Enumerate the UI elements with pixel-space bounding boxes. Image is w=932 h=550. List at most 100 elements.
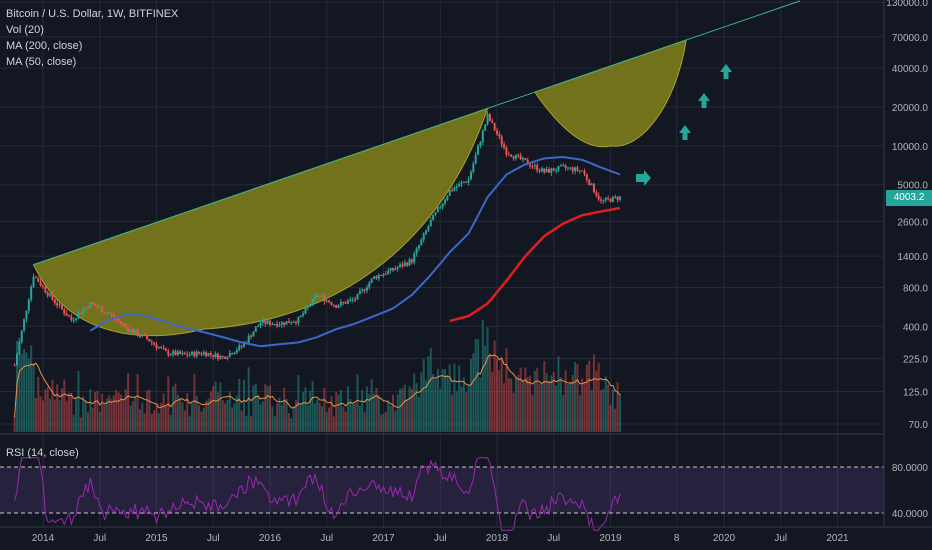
rsi-legend[interactable]: RSI (14, close) <box>6 447 79 459</box>
candle-body <box>304 307 307 314</box>
right-arrow-icon <box>636 170 651 186</box>
volume-bar <box>557 356 560 432</box>
volume-bar <box>422 359 425 432</box>
candle-body <box>555 170 558 172</box>
volume-bar <box>266 386 269 432</box>
volume-bar <box>538 383 541 432</box>
candle-body <box>198 351 201 354</box>
volume-bar <box>58 400 61 432</box>
volume-bar <box>536 368 539 432</box>
candle-body <box>533 165 536 167</box>
time-tick-label: 2021 <box>826 533 849 544</box>
price-axis: 130000.0 70000.0 40000.0 20000.0 10000.0 5000… <box>886 0 928 431</box>
candle-body <box>200 353 203 355</box>
candle-body <box>349 299 352 301</box>
projection-arrows <box>636 64 732 186</box>
candle-body <box>604 198 607 201</box>
candle-body <box>207 353 210 357</box>
volume-bar <box>302 392 305 432</box>
candle-body <box>512 156 515 159</box>
candle-body <box>228 353 231 358</box>
volume-bar <box>443 369 446 432</box>
candle-body <box>583 170 586 175</box>
candle-body <box>522 158 525 160</box>
volume-bar <box>219 382 222 432</box>
candle-body <box>124 324 127 328</box>
cup-pattern-shape <box>32 107 489 337</box>
indicator-ma200[interactable]: MA (200, close) <box>6 40 83 52</box>
volume-bar <box>505 348 508 432</box>
volume-bar <box>77 371 80 432</box>
candle-body <box>460 182 463 184</box>
candle-body <box>212 354 215 357</box>
volume-bar <box>226 399 229 432</box>
candle-body <box>373 276 376 279</box>
volume-bar <box>425 380 428 432</box>
volume-bar <box>290 418 293 432</box>
candle-body <box>195 351 198 357</box>
candle-body <box>600 199 603 201</box>
volume-bar <box>507 378 510 432</box>
volume-bar <box>101 394 104 432</box>
candle-body <box>72 319 75 321</box>
volume-bar <box>228 391 231 432</box>
candle-body <box>103 312 106 314</box>
candle-body <box>477 145 480 155</box>
volume-bar <box>283 387 286 432</box>
candle-body <box>138 335 141 337</box>
candle-body <box>94 304 97 307</box>
candle-body <box>365 287 368 291</box>
candle-body <box>540 168 543 172</box>
candle-body <box>566 167 569 169</box>
candle-body <box>224 356 227 359</box>
last-price-tag: 4003.2 <box>886 190 932 206</box>
volume-bar <box>330 396 333 432</box>
volume-bar <box>391 394 394 432</box>
candle-body <box>115 317 118 320</box>
candle-body <box>219 356 222 359</box>
candle-body <box>576 167 579 171</box>
volume-bar <box>382 413 385 432</box>
volume-bar <box>174 383 177 432</box>
symbol-title[interactable]: Bitcoin / U.S. Dollar, 1W, BITFINEX <box>6 8 179 20</box>
candle-body <box>86 307 89 309</box>
candle-body <box>467 179 470 183</box>
volume-bar <box>595 370 598 432</box>
candle-body <box>295 322 298 324</box>
candle-body <box>472 163 475 172</box>
indicator-volume[interactable]: Vol (20) <box>6 24 44 36</box>
rsi-line <box>14 457 621 531</box>
volume-bar <box>531 394 534 432</box>
candle-body <box>193 351 196 357</box>
volume-bar <box>276 403 279 432</box>
candle-body <box>120 321 123 324</box>
candle-body <box>117 319 120 322</box>
volume-bar <box>432 374 435 432</box>
candle-body <box>380 275 383 277</box>
candle-body <box>469 171 472 180</box>
volume-bar <box>86 412 89 432</box>
indicator-ma50[interactable]: MA (50, close) <box>6 56 77 68</box>
candle-body <box>493 122 496 131</box>
time-tick-label: 2019 <box>599 533 622 544</box>
candle-body <box>408 259 411 266</box>
volume-bar <box>79 417 82 432</box>
candle-body <box>562 165 565 167</box>
candle-body <box>328 300 331 303</box>
candle-body <box>23 319 26 331</box>
volume-bar <box>238 378 241 432</box>
candle-body <box>15 354 18 366</box>
candle-body <box>491 120 494 123</box>
volume-bar <box>56 384 59 432</box>
volume-bar <box>311 380 314 432</box>
candle-body <box>287 321 290 323</box>
candle-body <box>321 295 324 297</box>
price-tick-label: 400.0 <box>903 322 928 333</box>
volume-bar <box>53 399 56 432</box>
candle-body <box>27 299 30 311</box>
volume-bar <box>273 415 276 432</box>
volume-bar <box>153 410 156 432</box>
candle-body <box>436 207 439 213</box>
candle-body <box>479 141 482 146</box>
volume-bar <box>368 394 371 432</box>
